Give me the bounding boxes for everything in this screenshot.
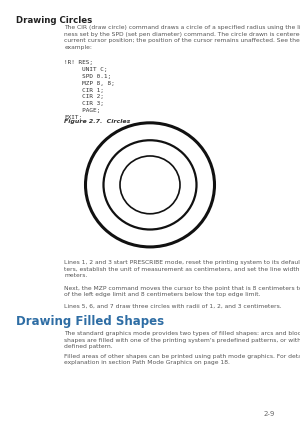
Text: Lines 5, 6, and 7 draw three circles with radii of 1, 2, and 3 centimeters.: Lines 5, 6, and 7 draw three circles wit… xyxy=(64,304,282,309)
Text: The standard graphics mode provides two types of filled shapes: arcs and blocks.: The standard graphics mode provides two … xyxy=(64,332,300,349)
Text: The CIR (draw circle) command draws a circle of a specified radius using the lin: The CIR (draw circle) command draws a ci… xyxy=(64,26,300,50)
Text: !R! RES;
     UNIT C;
     SPD 0.1;
     MZP 8, 8;
     CIR 1;
     CIR 2;
     : !R! RES; UNIT C; SPD 0.1; MZP 8, 8; CIR … xyxy=(64,60,115,120)
Text: Next, the MZP command moves the cursor to the point that is 8 centimeters to the: Next, the MZP command moves the cursor t… xyxy=(64,286,300,297)
Text: 2-9: 2-9 xyxy=(264,411,275,417)
Text: Filled areas of other shapes can be printed using path mode graphics. For detail: Filled areas of other shapes can be prin… xyxy=(64,354,300,365)
Text: Lines 1, 2 and 3 start PRESCRIBE mode, reset the printing system to its default : Lines 1, 2 and 3 start PRESCRIBE mode, r… xyxy=(64,260,300,278)
Text: Drawing Filled Shapes: Drawing Filled Shapes xyxy=(16,315,165,329)
Text: Figure 2.7.  Circles: Figure 2.7. Circles xyxy=(64,119,131,124)
Text: Drawing Circles: Drawing Circles xyxy=(16,16,93,25)
